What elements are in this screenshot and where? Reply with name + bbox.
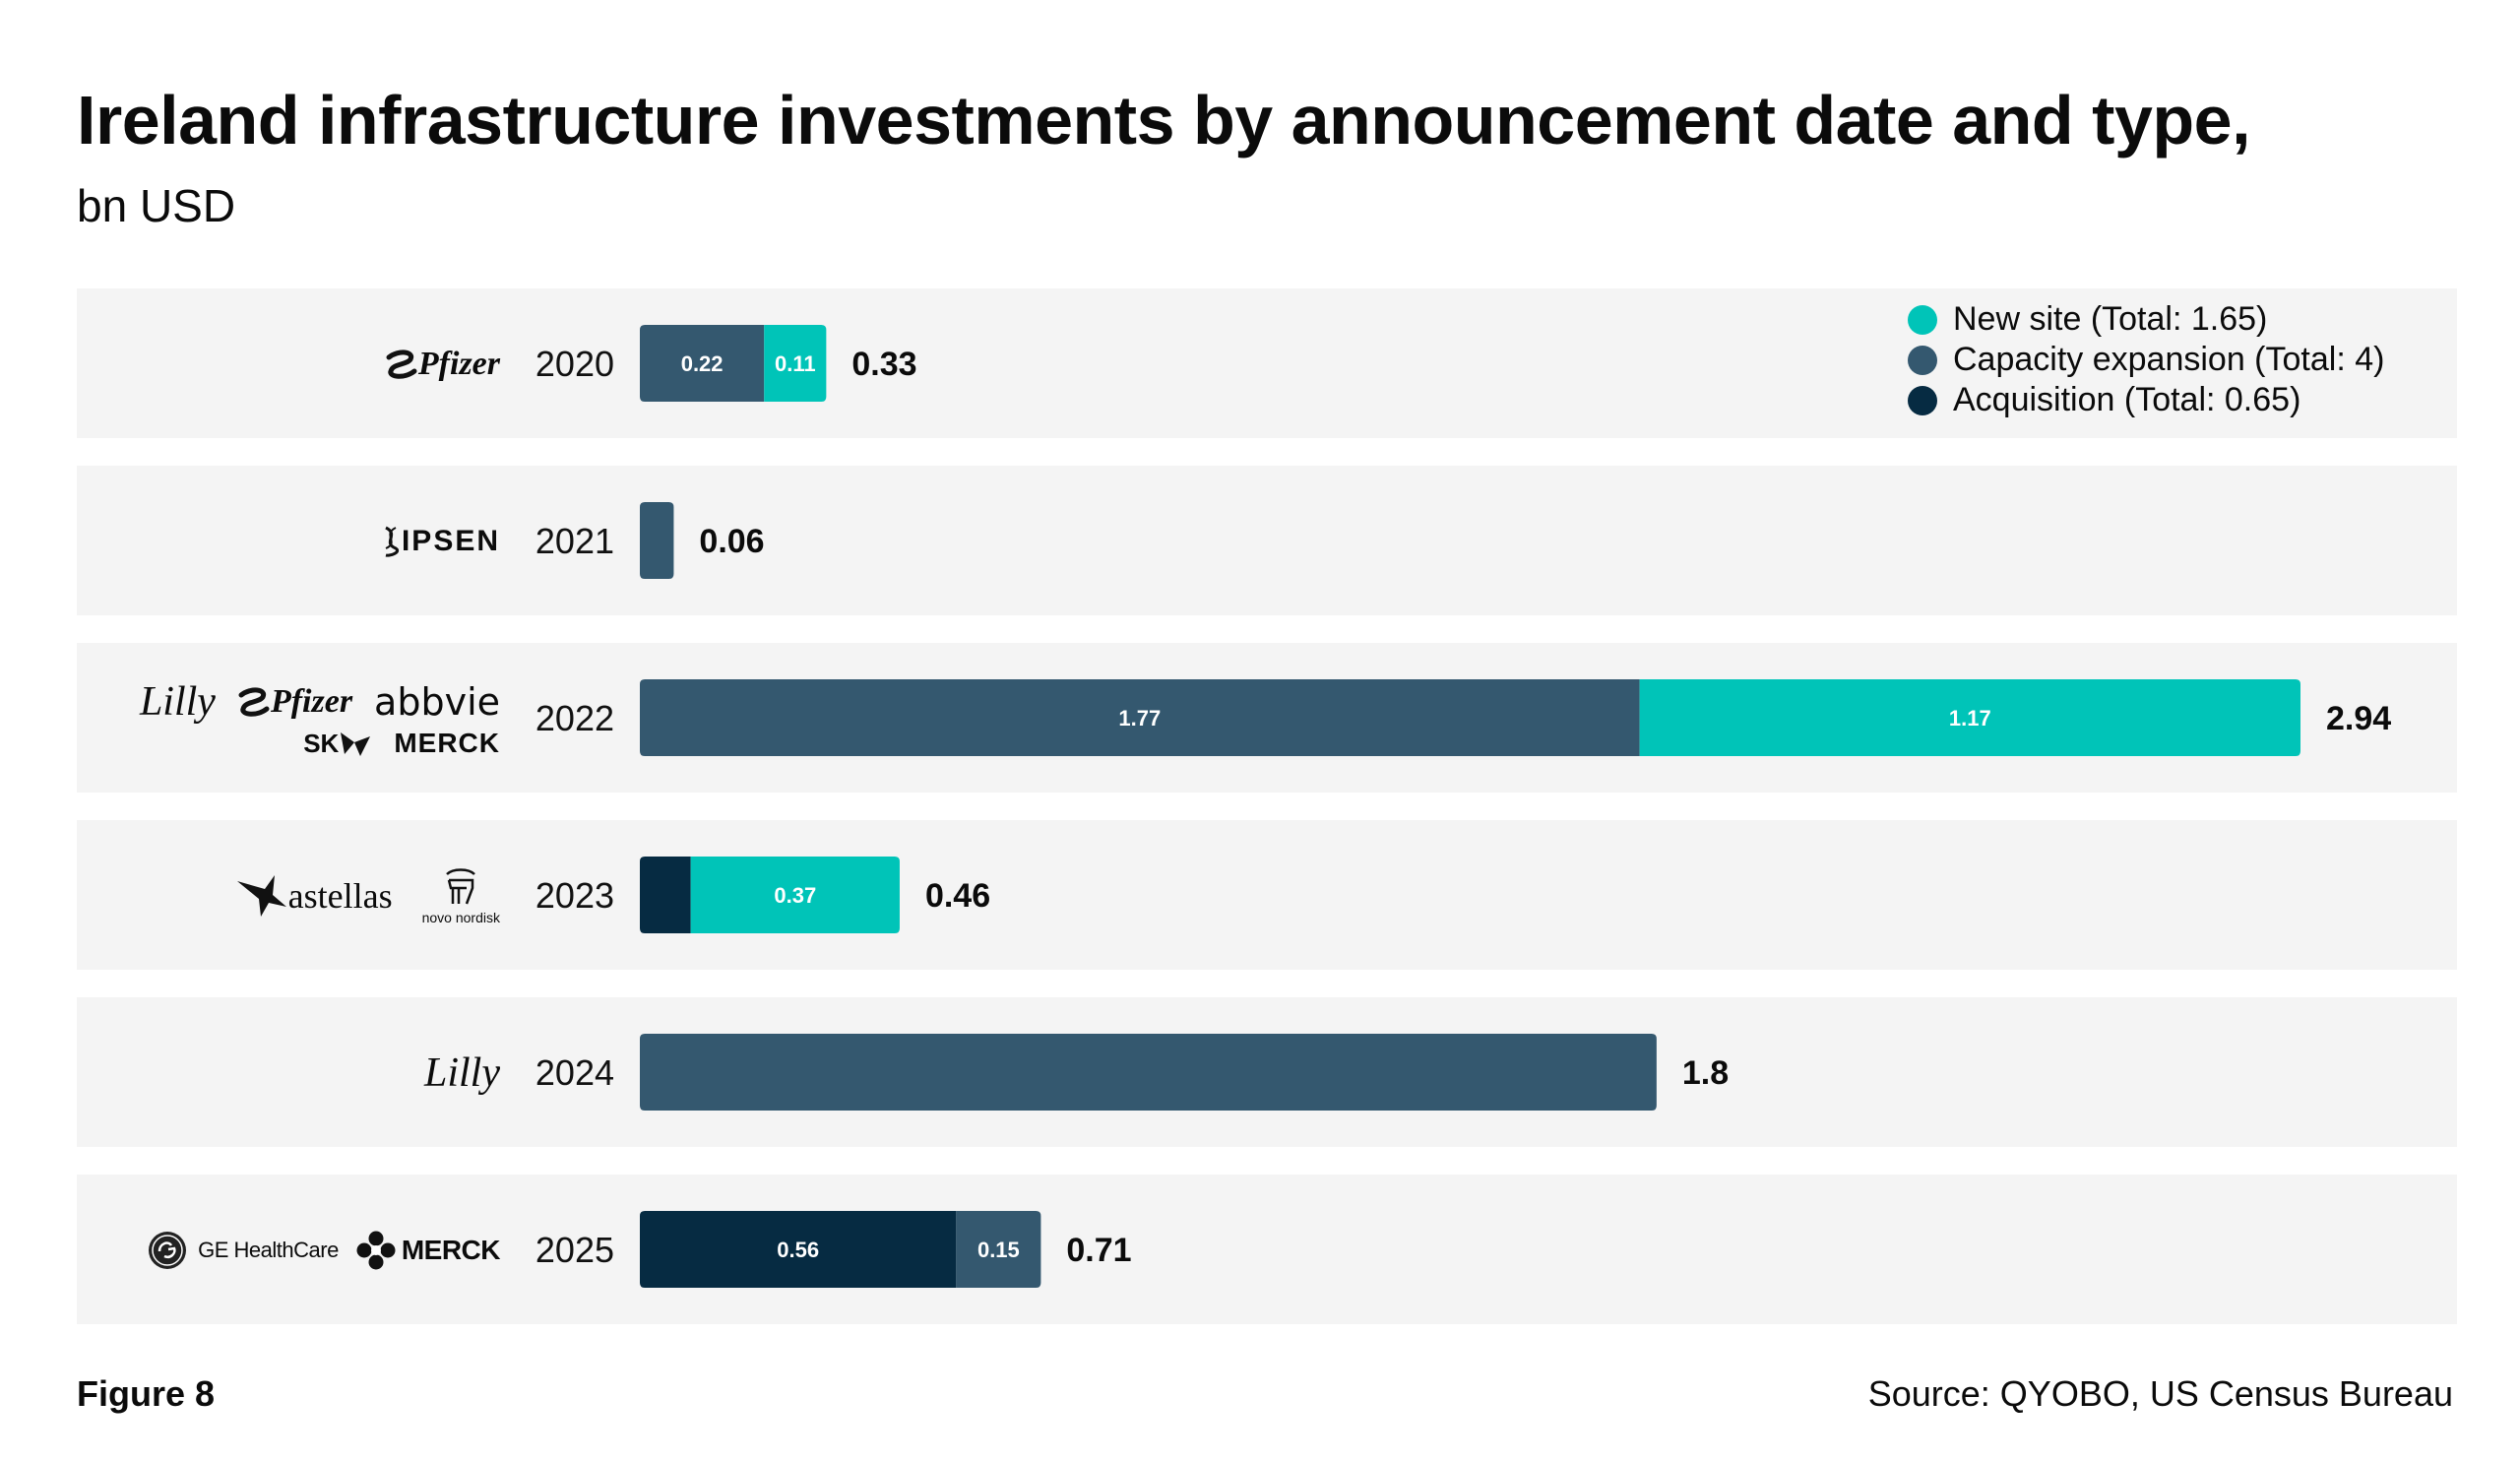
logos-2020: Pfizer [385,325,500,404]
ge-healthcare-logo: GE HealthCare [147,1230,339,1271]
bar-segment-capacity-expansion-2025 [956,1211,1041,1288]
segment-label-acquisition-2025: 0.56 [777,1238,819,1262]
total-label-2025: 0.71 [1066,1232,1131,1269]
source-note: Source: QYOBO, US Census Bureau [1867,1373,2453,1414]
bar-segment-capacity-expansion-2020 [640,325,765,402]
row-band-2023 [77,820,2457,970]
legend-label-new-site: New site (Total: 1.65) [1953,300,2268,338]
row-band-2020 [77,288,2457,438]
bar-segment-acquisition-2023 [640,857,691,933]
year-label-2023: 2023 [536,875,614,916]
pfizer-swirl-icon [386,350,417,379]
total-label-2020: 0.33 [851,346,916,383]
logos-2023: astellas novo nordisk [235,857,500,935]
legend-swatch-acquisition [1908,385,1937,415]
sk-butterfly-icon [341,732,371,756]
bar-segment-capacity-expansion-2024 [640,1034,1657,1111]
segment-label-capacity-expansion-2020: 0.22 [681,351,724,376]
pfizer-logo: Pfizer [237,683,352,721]
legend-item-acquisition: Acquisition (Total: 0.65) [1908,380,2384,420]
legend-item-capacity-expansion: Capacity expansion (Total: 4) [1908,340,2384,380]
total-label-2023: 0.46 [925,877,990,915]
legend-swatch-capacity-expansion [1908,345,1937,375]
astellas-star-icon [236,875,286,917]
merck-logo: MERCK [356,1231,501,1270]
segment-label-new-site-2022: 1.17 [1949,706,1991,731]
bar-segment-capacity-expansion-2022 [640,679,1640,756]
total-label-2024: 1.8 [1682,1054,1729,1092]
segment-label-capacity-expansion-2025: 0.15 [977,1238,1020,1262]
lilly-logo: Lilly [423,1050,500,1096]
ipsen-helix-icon [385,526,399,557]
year-label-2020: 2020 [536,344,614,384]
bar-segment-new-site-2022 [1639,679,2300,756]
row-band-2025 [77,1175,2457,1324]
legend: New site (Total: 1.65) Capacity expansio… [1908,299,2384,420]
bar-segment-new-site-2020 [764,325,827,402]
legend-label-acquisition: Acquisition (Total: 0.65) [1953,381,2301,418]
bar-segment-acquisition-2025 [640,1211,957,1288]
lilly-logo: Lilly [139,679,216,725]
ge-monogram-icon [149,1232,187,1269]
astellas-logo: astellas [235,873,393,919]
row-band-2021 [77,466,2457,615]
year-label-2025: 2025 [536,1230,614,1270]
chart-title: Ireland infrastructure investments by an… [77,82,2251,159]
abbvie-logo: abbvie [374,680,500,724]
legend-label-capacity-expansion: Capacity expansion (Total: 4) [1953,341,2385,378]
pfizer-swirl-icon [238,687,270,717]
logos-2021: IPSEN [380,502,500,581]
segment-label-new-site-2020: 0.11 [775,351,816,376]
merck-stylized-logo: MERCK [394,728,500,758]
legend-swatch-new-site [1908,304,1937,335]
figure-label: Figure 8 [77,1373,216,1414]
chart-subtitle: bn USD [77,180,236,231]
bar-segment-new-site-2023 [690,857,900,933]
year-label-2024: 2024 [536,1052,614,1093]
segment-label-capacity-expansion-2022: 1.77 [1118,706,1161,731]
pfizer-logo: Pfizer [385,346,500,383]
total-label-2021: 0.06 [699,523,764,560]
novo-nordisk-bull-icon [446,868,476,905]
bar-segment-capacity-expansion-2021 [640,502,674,579]
merck-emblem-icon [356,1231,396,1270]
year-label-2021: 2021 [536,521,614,561]
total-label-2022: 2.94 [2326,700,2391,737]
segment-label-new-site-2023: 0.37 [774,883,816,908]
logos-2024: Lilly [424,1034,500,1112]
novo-nordisk-logo: novo nordisk [422,866,500,925]
sk-logo: SK [303,729,372,759]
logos-2025: GE HealthCare MERCK [147,1211,501,1290]
year-label-2022: 2022 [536,698,614,738]
logos-2022: Lilly Pfizer abbvie SK MERCK [140,669,500,768]
ipsen-logo: IPSEN [380,525,500,558]
legend-item-new-site: New site (Total: 1.65) [1908,299,2384,340]
